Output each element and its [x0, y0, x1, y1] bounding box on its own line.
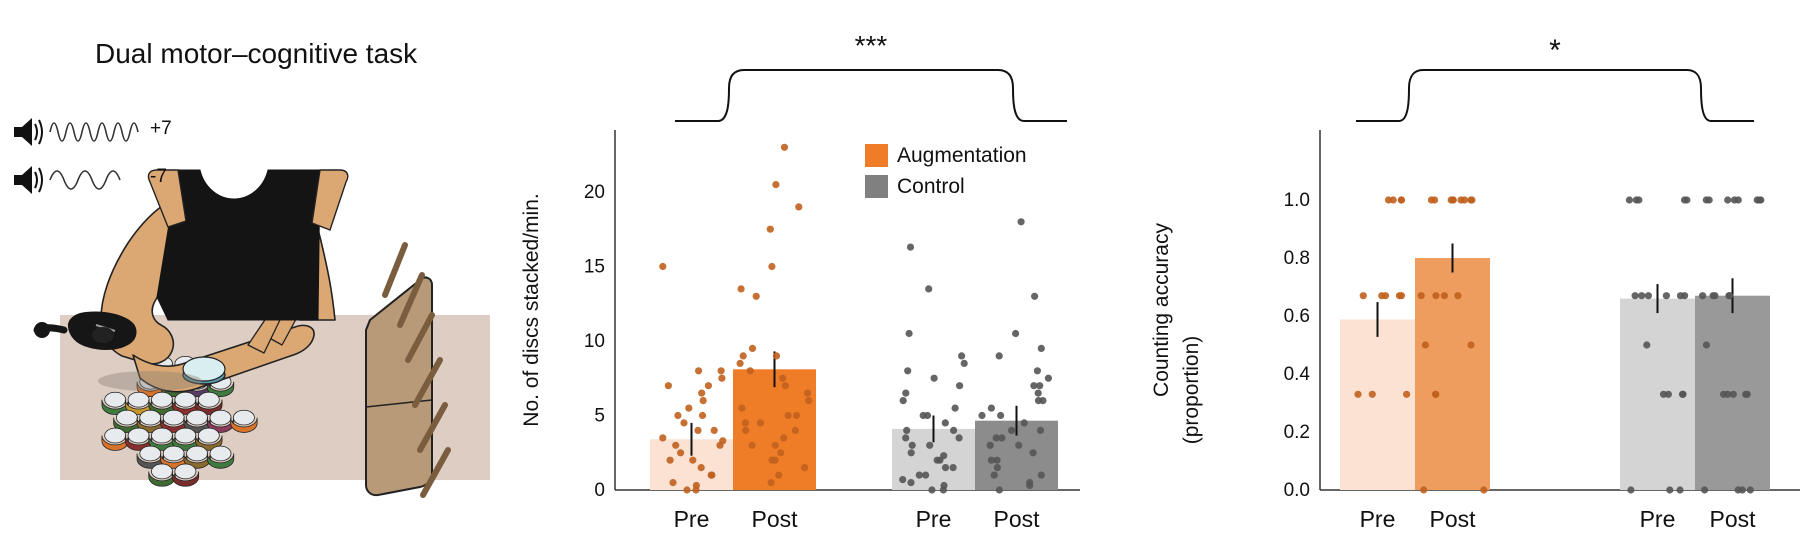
svg-text:0.4: 0.4: [1284, 364, 1311, 385]
svg-text:0.2: 0.2: [1284, 422, 1310, 443]
svg-text:*: *: [1549, 34, 1561, 67]
svg-text:1.0: 1.0: [1284, 190, 1310, 211]
svg-text:(proportion): (proportion): [1180, 336, 1203, 445]
svg-text:Post: Post: [1429, 506, 1476, 532]
svg-text:Pre: Pre: [1640, 506, 1676, 532]
svg-text:0.6: 0.6: [1284, 306, 1310, 327]
svg-text:0.0: 0.0: [1284, 480, 1310, 501]
svg-text:Pre: Pre: [1360, 506, 1396, 532]
svg-text:0.8: 0.8: [1284, 248, 1310, 269]
svg-text:Counting accuracy: Counting accuracy: [1150, 223, 1173, 397]
svg-text:Post: Post: [1709, 506, 1756, 532]
